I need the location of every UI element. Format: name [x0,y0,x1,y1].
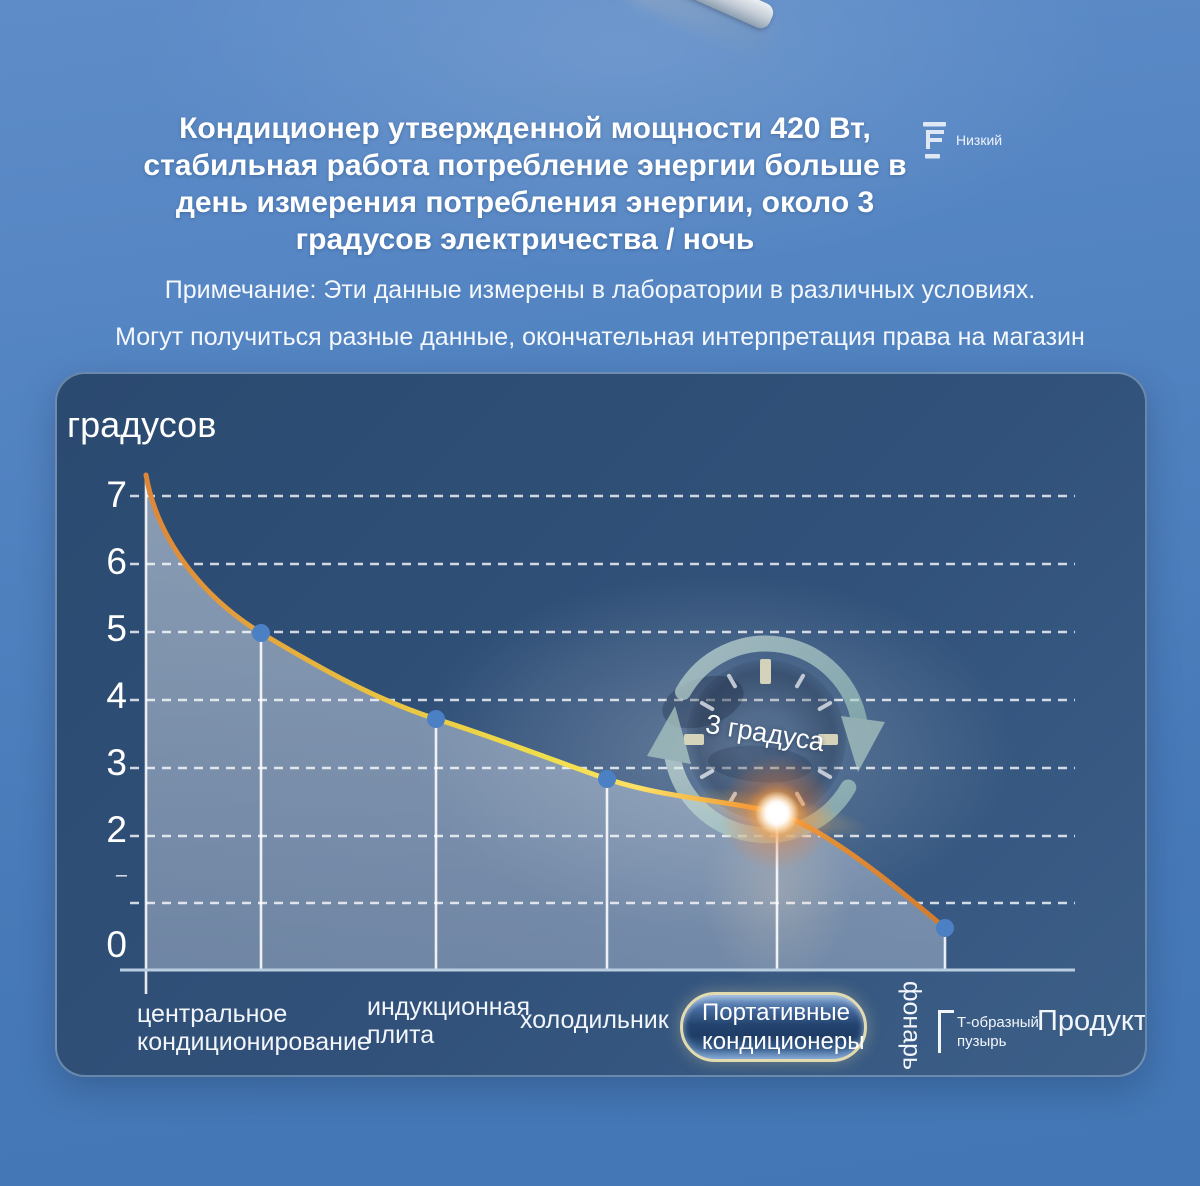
product-photo-blur [600,0,820,61]
glow-highlight [683,755,871,871]
category-label-fridge: холодильник [520,1006,669,1034]
x-axis-title: Продукты [1037,1005,1147,1037]
level-label: Низкий [956,132,1003,148]
y-axis-unit-label: градусов [67,404,217,445]
category-label-lantern: фонарь [897,980,926,1071]
y-axis-tick-6: 6 [106,541,127,582]
category-label-t-bubble: Т-образный пузырь [957,1014,1039,1050]
level-indicator: Низкий [920,118,1040,164]
note-line-1: Примечание: Эти данные измерены в лабора… [164,276,1036,304]
note-line-2: Могут получиться разные данные, окончате… [115,323,1085,351]
gridlines [130,494,1075,905]
y-axis-tick-1: – [115,864,127,886]
y-axis-tick-5: 5 [106,608,127,649]
category-label-central-ac: центральное кондиционирование [137,1000,371,1056]
level-low-icon [923,122,946,159]
chart-plot [120,472,1075,994]
data-point-dots [252,624,954,937]
y-axis-tick-3: 3 [106,742,127,783]
y-axis-tick-4: 4 [106,675,127,716]
y-axis-tick-2: 2 [106,809,127,850]
bracket-icon [938,1010,954,1053]
y-axis-tick-7: 7 [106,474,127,515]
y-axis-tick-0: 0 [106,924,127,965]
chart-card: градусов 7 6 5 4 3 2 – 0 3 градуса центр… [55,372,1147,1077]
highlight-pill-label: Портативные кондиционеры [702,999,865,1055]
category-label-induction-stove: индукционная плита [367,993,531,1049]
highlight-pill-portable-ac: Портативные кондиционеры [680,992,867,1062]
page-title: Кондиционер утвержденной мощности 420 Вт… [143,112,907,256]
